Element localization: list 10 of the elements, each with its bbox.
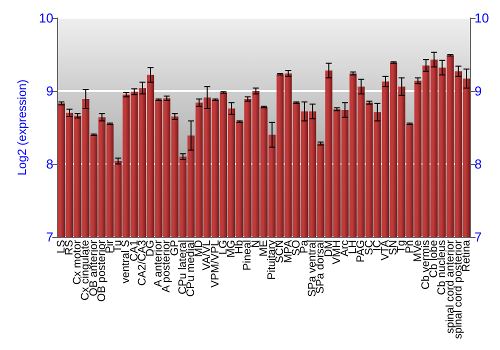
y2-tick-label: 10 [474, 10, 490, 26]
y-tick-label: 7 [46, 229, 54, 244]
y-tick-label: 10 [38, 10, 54, 26]
y-tick-label: 9 [46, 83, 54, 98]
y2-tick-label: 9 [474, 83, 482, 98]
y-axis-title: Log2 (expression) [15, 79, 29, 176]
y-tick-label: 8 [46, 156, 54, 172]
y2-tick-label: 7 [474, 229, 482, 244]
y2-tick-label: 8 [474, 156, 482, 172]
x-tick-label: OB posterior [96, 240, 108, 302]
